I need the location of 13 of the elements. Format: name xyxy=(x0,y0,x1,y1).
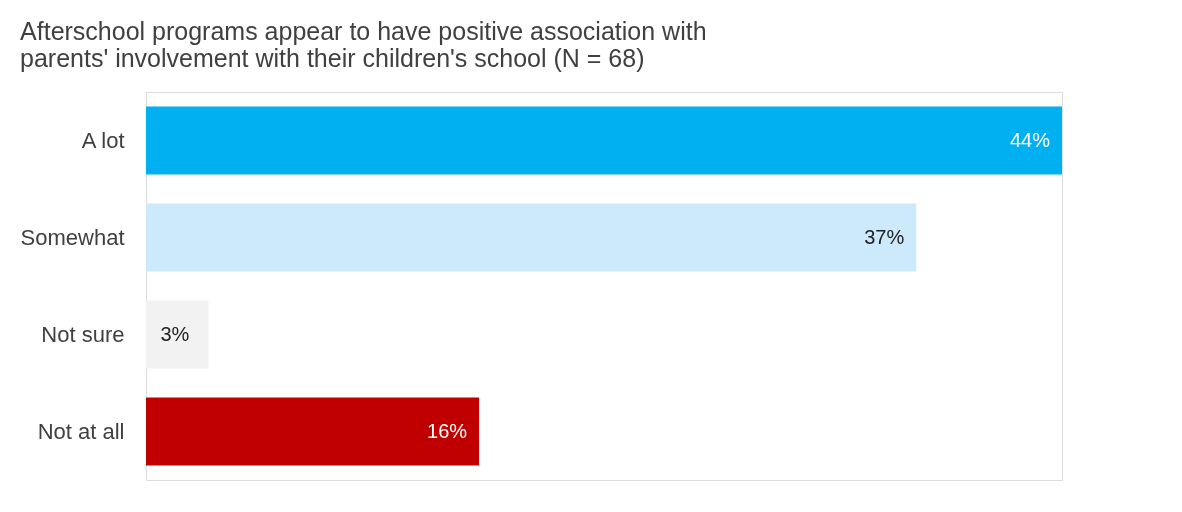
y-tick-label: A lot xyxy=(81,127,125,153)
data-label: 16% xyxy=(427,419,468,442)
bar xyxy=(146,397,480,466)
data-label: 37% xyxy=(864,225,905,248)
data-label: 3% xyxy=(160,322,190,345)
y-tick-label: Not at all xyxy=(37,418,125,444)
bar xyxy=(146,203,917,272)
y-tick-label: Somewhat xyxy=(20,224,125,250)
data-label: 44% xyxy=(1009,128,1051,151)
y-tick-label: Not sure xyxy=(41,321,125,347)
bar xyxy=(146,300,209,369)
bar xyxy=(146,106,1062,175)
chart-title: Afterschool programs appear to have positive association with parents' involvement with their children's school (N = 68) xyxy=(20,17,707,72)
